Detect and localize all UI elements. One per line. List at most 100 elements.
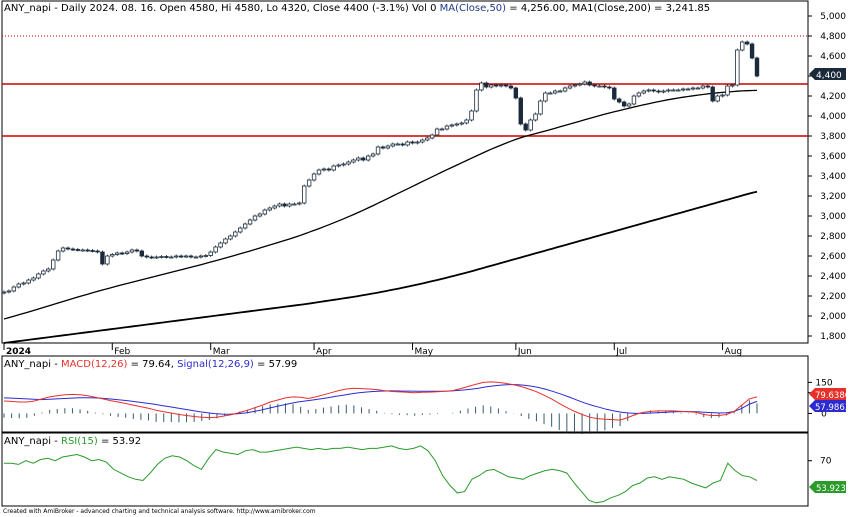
candle-body <box>400 143 405 146</box>
time-axis-label: Apr <box>316 347 332 357</box>
candle-body <box>553 90 558 94</box>
macd-histogram <box>3 400 758 435</box>
signal-badge-text: 57.9863 <box>815 403 850 413</box>
candle-body <box>602 85 607 88</box>
price-y-tick-label: 3,400 <box>820 172 846 182</box>
price-horizontal-lines <box>2 35 808 137</box>
macd-badge-text: 79.6386 <box>815 391 850 401</box>
candle-body <box>533 113 538 121</box>
candle-body <box>75 249 81 251</box>
rsi-line <box>4 445 758 504</box>
macd-header: ANY_napi - MACD(12,26) = 79.64, Signal(1… <box>4 359 297 370</box>
candle-body <box>341 163 346 166</box>
candle-body <box>183 255 189 258</box>
price-y-tick-label: 3,200 <box>820 192 846 202</box>
candle-body <box>375 146 381 155</box>
macd-badge: 79.6386 <box>809 388 850 401</box>
candle-body <box>710 86 715 102</box>
candle-body <box>538 100 543 115</box>
candle-body <box>6 290 12 293</box>
price-panel-frame <box>1 0 809 344</box>
candle-body <box>306 179 312 187</box>
candle-body <box>95 250 100 253</box>
candle-body <box>356 157 361 161</box>
candle-body <box>361 157 366 161</box>
candle-body <box>208 251 213 256</box>
candle-body <box>90 250 95 252</box>
candle-body <box>484 82 489 88</box>
candle-body <box>51 259 56 270</box>
candle-body <box>169 256 174 259</box>
time-axis-label: Aug <box>725 347 743 357</box>
candle-body <box>528 119 533 131</box>
candle-body <box>631 95 637 105</box>
candle-body <box>680 88 686 91</box>
candle-body <box>459 122 464 125</box>
candle-body <box>425 137 430 141</box>
candle-body <box>567 85 573 89</box>
candle-body <box>597 85 602 88</box>
candle-body <box>749 43 755 59</box>
candle-body <box>247 219 253 225</box>
candle-body <box>287 203 292 207</box>
candle-body <box>518 97 523 125</box>
candle-body <box>311 173 317 181</box>
candle-body <box>405 141 410 146</box>
candle-body <box>390 143 396 147</box>
rsi-header: ANY_napi - RSI(15) = 53.92 <box>4 436 141 447</box>
candle-body <box>410 141 415 144</box>
candle-body <box>695 87 701 90</box>
candle-body <box>385 145 391 149</box>
candle-body <box>449 124 455 127</box>
candle-body <box>548 92 553 95</box>
candle-body <box>666 89 671 92</box>
rsi-badge-text: 53.923 <box>816 484 846 494</box>
ma200-line <box>3 190 758 344</box>
price-y-tick-label: 1,800 <box>820 332 846 342</box>
rsi-y-axis: 70 <box>808 457 832 467</box>
rsi-panel: 70 <box>1 432 832 507</box>
candle-body <box>174 255 179 258</box>
candle-body <box>685 88 691 91</box>
candle-body <box>223 238 228 244</box>
candle-body <box>557 90 563 93</box>
candle-body <box>21 282 26 285</box>
price-candles <box>1 40 760 295</box>
footer-credit: Created with AmiBroker - advanced charti… <box>3 508 316 515</box>
candle-body <box>415 141 420 144</box>
time-axis-label: Jul <box>615 347 627 357</box>
candle-body <box>730 84 735 87</box>
candle-body <box>474 89 479 112</box>
candle-body <box>188 255 194 258</box>
candle-body <box>513 87 519 99</box>
price-y-tick-label: 2,200 <box>820 292 846 302</box>
price-y-tick-label: 5,000 <box>820 12 846 22</box>
candle-body <box>105 255 110 265</box>
price-y-tick-label: 3,600 <box>820 152 846 162</box>
candle-body <box>626 103 632 107</box>
price-y-tick-label: 3,000 <box>820 212 846 222</box>
candle-body <box>651 89 656 92</box>
macd-lines <box>3 381 758 421</box>
price-y-tick-label: 4,200 <box>820 92 846 102</box>
candle-body <box>302 185 307 204</box>
candle-body <box>149 256 154 259</box>
candle-body <box>114 252 120 255</box>
candle-body <box>297 202 302 205</box>
last-price-badge: 4,400 <box>809 68 846 81</box>
candle-body <box>705 85 710 88</box>
candle-body <box>429 134 435 139</box>
candle-body <box>60 247 66 252</box>
candle-body <box>139 250 145 257</box>
candle-body <box>262 209 268 215</box>
candle-body <box>454 123 459 126</box>
candle-body <box>292 203 297 206</box>
price-y-tick-label: 3,800 <box>820 132 846 142</box>
candle-body <box>80 249 85 252</box>
price-panel: 5,000 4,800 4,600 4,400 4,200 4,000 3,800 3,600… <box>1 0 846 357</box>
candle-body <box>55 250 61 261</box>
candle-body <box>336 164 341 167</box>
candle-body <box>272 205 277 209</box>
rsi-line-group <box>4 445 758 504</box>
candle-body <box>351 159 356 163</box>
